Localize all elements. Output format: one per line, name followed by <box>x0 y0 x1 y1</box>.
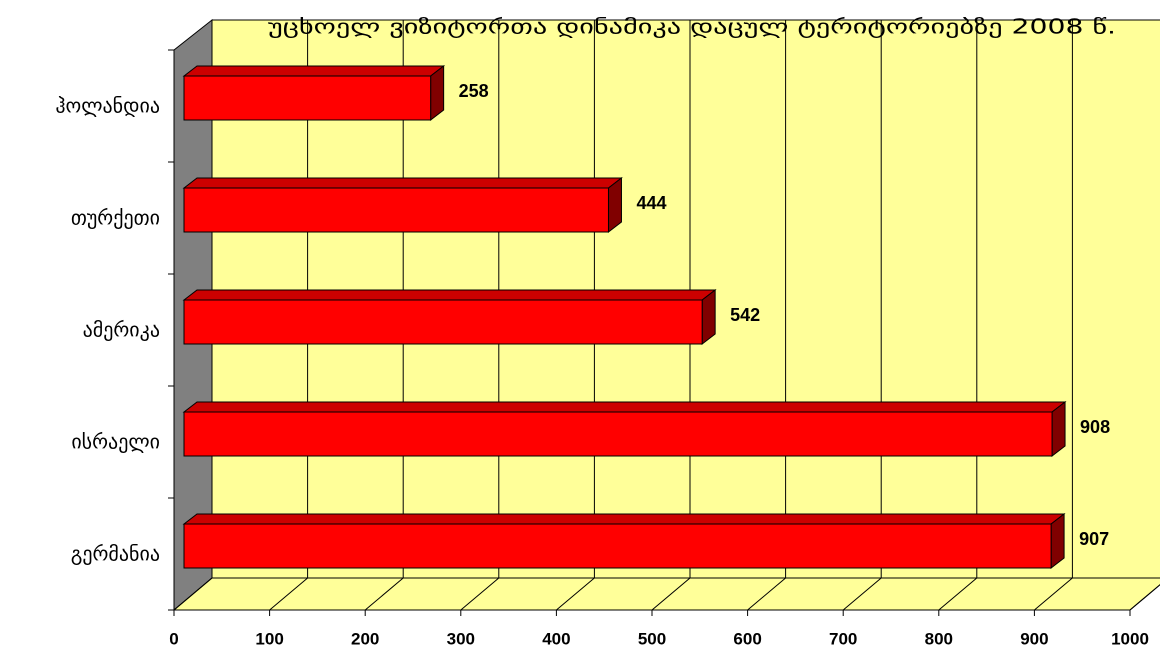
bar-side <box>1050 512 1065 570</box>
bar-front <box>183 299 703 345</box>
y-tick-label: ამერიკა <box>83 318 160 342</box>
floor-grid-line <box>460 577 500 611</box>
value-label: 542 <box>730 305 760 325</box>
x-tick-label: 700 <box>829 629 857 648</box>
x-tick-label: 1000 <box>1111 629 1149 648</box>
value-label: 908 <box>1080 417 1110 437</box>
x-tick-label: 900 <box>1020 629 1048 648</box>
floor-grid-line <box>173 577 213 611</box>
x-tick-label: 800 <box>925 629 953 648</box>
floor-grid-line <box>747 577 786 611</box>
y-tick-label: ისრაელი <box>71 430 160 454</box>
value-label: 258 <box>459 81 489 101</box>
bar-front <box>183 411 1053 457</box>
x-tick-label: 400 <box>542 629 570 648</box>
floor-grid-line <box>1129 584 1160 611</box>
bar-front <box>183 523 1052 569</box>
y-tick-label: ჰოლანდია <box>55 94 160 118</box>
bar <box>182 512 1066 570</box>
chart-title: უცხოელ ვიზიტორთა დინამიკა დაცულ ტერიტორი… <box>268 15 1116 39</box>
floor <box>172 577 1160 611</box>
x-tick-label: 500 <box>638 629 666 648</box>
bar <box>182 400 1067 458</box>
x-tick-label: 600 <box>733 629 761 648</box>
value-label: 444 <box>636 193 666 213</box>
value-label: 907 <box>1079 529 1109 549</box>
x-tick-label: 100 <box>255 629 283 648</box>
floor-grid-line <box>364 577 404 611</box>
bar <box>182 64 446 122</box>
bar <box>182 176 623 234</box>
bar-side <box>430 64 445 122</box>
floor-grid-line <box>556 577 595 611</box>
floor-grid-line <box>1034 577 1073 611</box>
x-tick-label: 200 <box>351 629 379 648</box>
y-tick-label: თურქეთი <box>71 206 160 230</box>
floor-grid-line <box>651 577 691 611</box>
bar-side <box>1051 400 1066 458</box>
bar-front <box>183 75 432 121</box>
floor-grid-line <box>938 577 978 611</box>
bar-top <box>182 177 623 189</box>
bar-front <box>183 187 609 233</box>
x-tick-label: 300 <box>447 629 475 648</box>
bar-top <box>182 513 1066 525</box>
bar-side <box>607 176 622 234</box>
bar-top <box>182 65 446 77</box>
bar-side <box>701 288 716 346</box>
floor-grid-line <box>269 577 308 611</box>
bar-top <box>182 289 717 301</box>
x-tick-label: 0 <box>169 629 178 648</box>
bar-top <box>182 401 1067 413</box>
bar <box>182 288 717 346</box>
y-tick-label: გერმანია <box>71 542 160 566</box>
floor-grid-line <box>842 577 882 611</box>
